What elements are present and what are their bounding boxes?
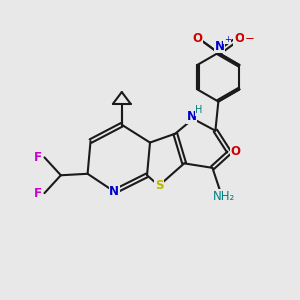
Text: N: N [187, 110, 196, 123]
Text: N: N [214, 40, 224, 53]
Text: −: − [244, 32, 254, 45]
Text: +: + [224, 35, 231, 44]
Text: H: H [195, 106, 203, 116]
Text: S: S [155, 179, 163, 192]
Text: F: F [34, 151, 42, 164]
Text: O: O [234, 32, 244, 45]
Text: O: O [230, 145, 240, 158]
Text: N: N [109, 185, 119, 198]
Text: O: O [193, 32, 202, 45]
Text: F: F [34, 187, 42, 200]
Text: O: O [230, 143, 240, 157]
Text: NH₂: NH₂ [213, 190, 236, 203]
